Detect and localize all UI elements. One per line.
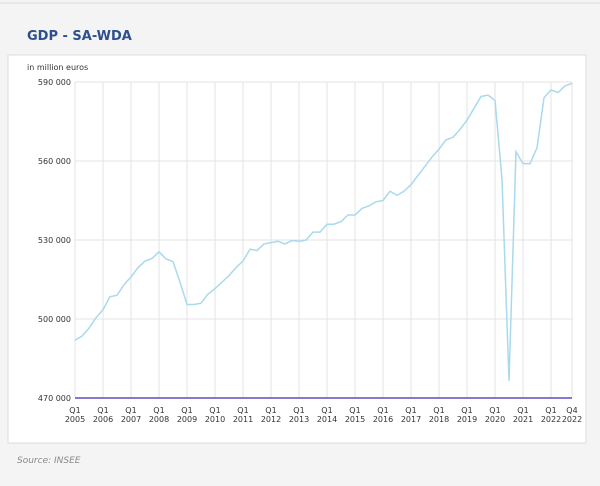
x-tick-label: Q1 2012 xyxy=(261,406,281,424)
source: Source: INSEE xyxy=(17,456,81,466)
x-tick-label: Q1 2006 xyxy=(93,406,113,424)
y-axis-label: in million euros xyxy=(27,63,88,72)
x-tick-label: Q1 2013 xyxy=(289,406,309,424)
x-tick-label: Q1 2011 xyxy=(233,406,253,424)
x-tick-label: Q1 2014 xyxy=(317,406,337,424)
y-tick-label: 560 000 xyxy=(38,157,71,166)
x-tick-label: Q1 2016 xyxy=(373,406,393,424)
y-tick-label: 530 000 xyxy=(38,236,71,245)
y-tick-label: 470 000 xyxy=(38,394,71,403)
y-tick-label: 500 000 xyxy=(38,315,71,324)
y-tick-label: 590 000 xyxy=(38,78,71,87)
x-tick-label: Q1 2005 xyxy=(65,406,85,424)
x-tick-label: Q1 2009 xyxy=(177,406,197,424)
x-tick-label: Q1 2018 xyxy=(429,406,449,424)
x-tick-label: Q1 2020 xyxy=(485,406,505,424)
x-tick-label: Q1 2010 xyxy=(205,406,225,424)
x-tick-label: Q1 2008 xyxy=(149,406,169,424)
x-tick-label: Q1 2019 xyxy=(457,406,477,424)
x-tick-label: Q1 2022 xyxy=(541,406,561,424)
x-tick-label: Q1 2007 xyxy=(121,406,141,424)
line xyxy=(74,82,573,381)
x-tick-label: Q1 2017 xyxy=(401,406,421,424)
x-tick-label: Q4 2022 xyxy=(562,406,582,424)
chart-title: GDP - SA-WDA xyxy=(27,29,132,44)
chart-frame xyxy=(7,54,587,444)
x-tick-label: Q1 2021 xyxy=(513,406,533,424)
x-tick-label: Q1 2015 xyxy=(345,406,365,424)
